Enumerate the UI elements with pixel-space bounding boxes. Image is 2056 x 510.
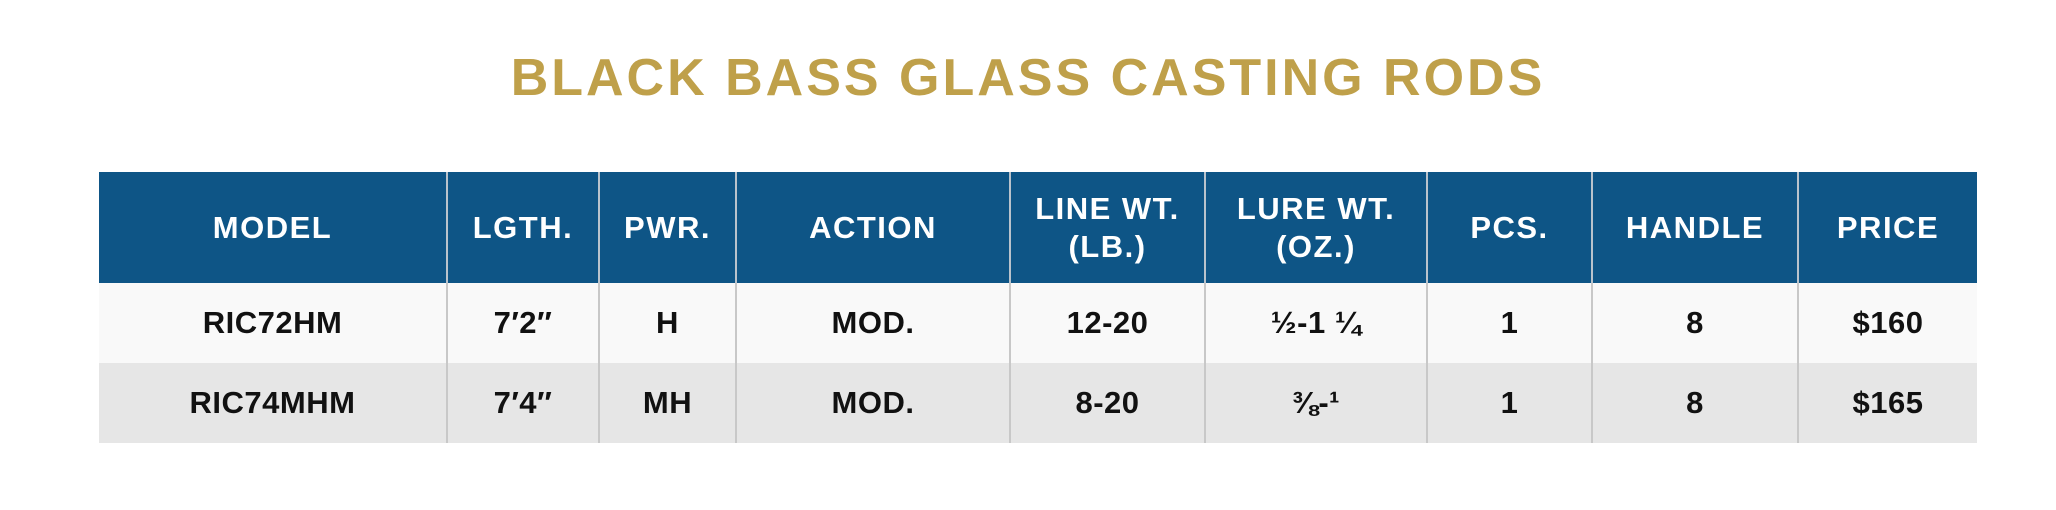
- column-header-line-wt: LINE WT. (LB.): [1009, 172, 1205, 283]
- header-row: MODEL LGTH. PWR. ACTION LINE WT. (LB.) L…: [99, 172, 1977, 283]
- cell-lure-wt: ⅜-¹: [1204, 363, 1427, 443]
- cell-handle: 8: [1591, 283, 1798, 363]
- cell-pcs: 1: [1426, 363, 1592, 443]
- column-header-model: MODEL: [99, 172, 447, 283]
- column-header-lure-wt: LURE WT. (OZ.): [1204, 172, 1427, 283]
- page-title: BLACK BASS GLASS CASTING RODS: [510, 49, 1546, 107]
- cell-price: $160: [1797, 283, 1977, 363]
- cell-power: MH: [598, 363, 736, 443]
- column-header-action: ACTION: [735, 172, 1010, 283]
- column-label: LGTH.: [472, 209, 574, 245]
- cell-power: H: [598, 283, 736, 363]
- column-label: LURE WT.: [1236, 191, 1396, 227]
- column-label: LINE WT.: [1035, 191, 1180, 227]
- cell-line-wt: 8-20: [1009, 363, 1205, 443]
- column-header-pcs: PCS.: [1426, 172, 1592, 283]
- column-label: PWR.: [624, 209, 711, 245]
- column-label: PCS.: [1470, 209, 1549, 245]
- cell-model: RIC72HM: [99, 283, 447, 363]
- table-row: RIC72HM 7′2″ H MOD. 12-20 ½-1 ¼ 1 8 $160: [99, 283, 1977, 363]
- table-body: RIC72HM 7′2″ H MOD. 12-20 ½-1 ¼ 1 8 $160…: [99, 283, 1977, 443]
- column-header-price: PRICE: [1797, 172, 1977, 283]
- column-header-handle: HANDLE: [1591, 172, 1798, 283]
- column-label: PRICE: [1836, 209, 1940, 245]
- cell-length: 7′2″: [446, 283, 599, 363]
- column-sublabel: (LB.): [1068, 228, 1147, 264]
- column-label: ACTION: [809, 209, 937, 245]
- column-header-length: LGTH.: [446, 172, 599, 283]
- table-header: MODEL LGTH. PWR. ACTION LINE WT. (LB.) L…: [99, 172, 1977, 283]
- casting-rods-table: MODEL LGTH. PWR. ACTION LINE WT. (LB.) L…: [99, 172, 1977, 443]
- column-sublabel: (OZ.): [1276, 228, 1356, 264]
- cell-price: $165: [1797, 363, 1977, 443]
- column-label: MODEL: [212, 209, 333, 245]
- cell-pcs: 1: [1426, 283, 1592, 363]
- cell-line-wt: 12-20: [1009, 283, 1205, 363]
- cell-handle: 8: [1591, 363, 1798, 443]
- column-label: HANDLE: [1625, 209, 1765, 245]
- cell-lure-wt: ½-1 ¼: [1204, 283, 1427, 363]
- cell-action: MOD.: [735, 363, 1010, 443]
- table-row: RIC74MHM 7′4″ MH MOD. 8-20 ⅜-¹ 1 8 $165: [99, 363, 1977, 443]
- cell-model: RIC74MHM: [99, 363, 447, 443]
- cell-length: 7′4″: [446, 363, 599, 443]
- cell-action: MOD.: [735, 283, 1010, 363]
- column-header-power: PWR.: [598, 172, 736, 283]
